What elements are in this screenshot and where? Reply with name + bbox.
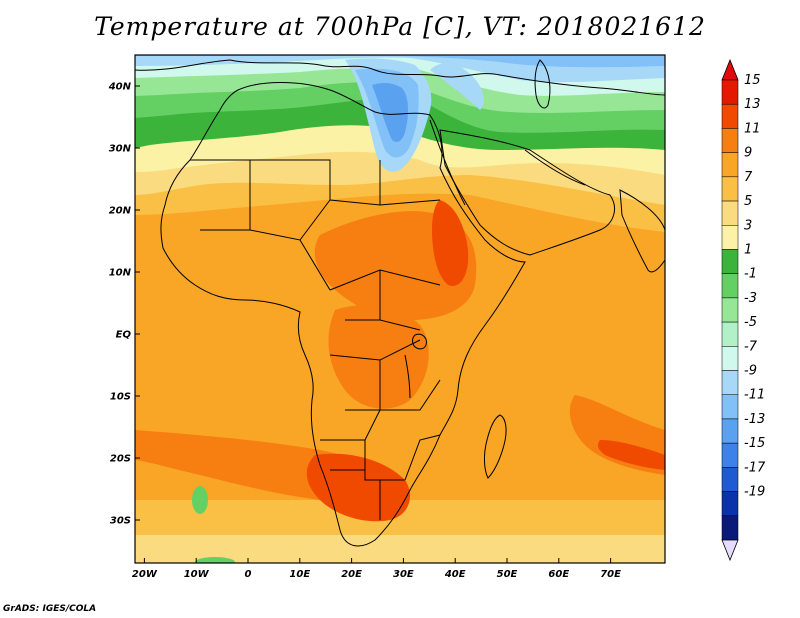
colorbar-label: 11: [744, 121, 761, 136]
colorbar-label: -17: [744, 460, 766, 475]
field-cold-center: [372, 83, 409, 142]
field-band-m9: [135, 55, 665, 68]
colorbar-label: 1: [744, 242, 752, 257]
colorbar-swatch: [721, 346, 739, 371]
colorbar-swatch: [721, 442, 739, 468]
coastlines: [135, 59, 665, 547]
colorbar-top-arrow: [721, 58, 739, 81]
colorbar-label: 15: [744, 73, 761, 88]
colorbar-label: 3: [744, 218, 752, 233]
lon-tick-label: 30E: [393, 569, 414, 580]
india-outline: [619, 189, 665, 273]
colorbar-label: 5: [744, 194, 752, 209]
lat-tick-label: 20S: [110, 454, 131, 465]
colorbar-label: -7: [744, 339, 758, 354]
colorbar-swatch: [721, 273, 739, 299]
colorbar-label: -15: [744, 436, 765, 451]
borders-south: [320, 409, 441, 520]
europe-coast: [135, 59, 665, 96]
field-warm-kalahari: [306, 453, 410, 522]
arabia-outline: [439, 129, 615, 256]
colorbar-swatch: [721, 249, 739, 274]
colorbar-swatch: [721, 418, 739, 444]
credit-text: GrADS: IGES/COLA: [3, 604, 97, 614]
lon-tick-label: 60E: [548, 569, 569, 580]
colorbar-swatch: [721, 321, 739, 347]
colorbar-swatch: [721, 200, 739, 226]
colorbar-swatch: [721, 467, 739, 492]
red-sea-outline: [429, 119, 466, 206]
colorbar-bottom-arrow: [721, 539, 739, 562]
colorbar-swatch: [721, 103, 739, 129]
lat-tick-label: 30N: [109, 144, 132, 155]
colorbar-label: -13: [744, 412, 765, 427]
colorbar: 15 13 11 9 7 5 3 1 -1 -3 -5 -7 -9 -11 -13 -15 -17 -19: [721, 58, 766, 562]
field-warm-congo: [328, 305, 429, 409]
lon-tick-label: 20E: [341, 569, 362, 580]
persian-gulf-outline: [524, 149, 586, 186]
africa-coastline: [160, 82, 526, 547]
field-warm-ethiopia: [432, 200, 469, 286]
colorbar-swatch: [721, 394, 739, 420]
colorbar-label: 13: [744, 97, 761, 112]
borders-north: [190, 159, 441, 291]
field-hot-indian-ocean: [597, 440, 665, 470]
madagascar-outline: [484, 414, 507, 479]
lat-tick-label: 10N: [109, 268, 132, 279]
colorbar-swatch: [721, 152, 739, 178]
field-cool-patch-atlantic: [192, 486, 208, 514]
map-title: Temperature at 700hPa [C], VT: 201802161…: [94, 12, 706, 41]
colorbar-swatch: [721, 79, 739, 105]
colorbar-swatch: [721, 370, 739, 395]
lat-tick-label: EQ: [116, 330, 132, 341]
colorbar-label: 9: [744, 146, 752, 161]
colorbar-swatch: [721, 176, 739, 202]
field-cool-patch-south: [195, 557, 235, 563]
colorbar-label: -9: [744, 364, 757, 379]
colorbar-label: -11: [744, 388, 765, 403]
temperature-field: [135, 55, 665, 563]
caspian-outline: [534, 59, 551, 109]
colorbar-swatch: [721, 491, 739, 517]
borders-central: [329, 269, 441, 411]
lon-tick-label: 10E: [289, 569, 310, 580]
lat-tick-label: 40N: [108, 82, 132, 93]
lon-tick-label: 50E: [497, 569, 518, 580]
colorbar-label: -5: [744, 315, 757, 330]
colorbar-swatch: [721, 515, 739, 541]
lake-tanganyika-outline: [404, 354, 411, 399]
lon-tick-label: 10W: [184, 569, 210, 580]
colorbar-swatch: [721, 225, 739, 250]
colorbar-swatch: [721, 297, 739, 323]
lat-tick-label: 10S: [110, 392, 131, 403]
lon-tick-label: 40E: [444, 569, 466, 580]
colorbar-label: 7: [744, 170, 753, 185]
colorbar-swatch: [721, 128, 739, 153]
lat-tick-label: 20N: [109, 206, 132, 217]
colorbar-label: -3: [744, 291, 757, 306]
lake-victoria-outline: [412, 333, 427, 350]
latitude-axis: 40N 30N 20N 10N EQ 10S 20S 30S: [108, 82, 140, 527]
lon-tick-label: 20W: [132, 569, 158, 580]
plot-frame: [134, 54, 666, 564]
lon-tick-label: 0: [245, 569, 252, 580]
lon-tick-label: 70E: [600, 569, 621, 580]
lat-tick-label: 30S: [110, 516, 131, 527]
longitude-axis: 20W 10W 0 10E 20E 30E 40E 50E 60E 70E: [132, 558, 621, 580]
colorbar-label: -19: [744, 485, 765, 500]
colorbar-label: -1: [744, 267, 757, 282]
